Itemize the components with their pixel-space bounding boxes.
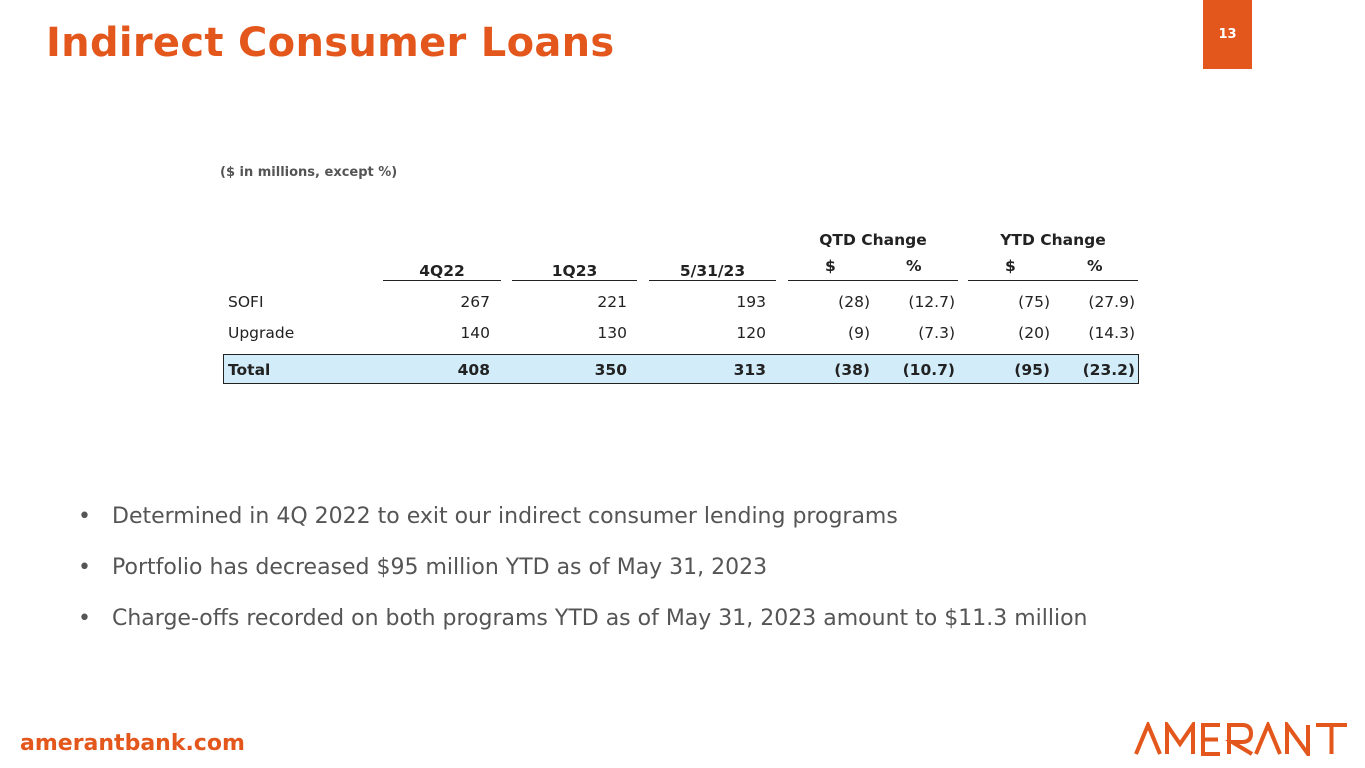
table-cell: (7.3) bbox=[918, 324, 955, 342]
table-cell: (38) bbox=[834, 361, 870, 379]
page-number-badge: 13 bbox=[1203, 0, 1252, 69]
table-cell: (9) bbox=[848, 324, 870, 342]
table-cell: (23.2) bbox=[1082, 361, 1135, 379]
table-cell: (75) bbox=[1018, 293, 1050, 311]
bullet-text: Determined in 4Q 2022 to exit our indire… bbox=[112, 504, 898, 529]
units-note: ($ in millions, except %) bbox=[220, 165, 398, 180]
bullet-list: • Determined in 4Q 2022 to exit our indir… bbox=[78, 500, 1087, 653]
header-underline bbox=[512, 280, 637, 281]
bullet-text: Charge-offs recorded on both programs YT… bbox=[112, 606, 1088, 631]
amerant-logo bbox=[1134, 722, 1347, 756]
table-cell: 267 bbox=[460, 293, 490, 311]
table-cell: (28) bbox=[838, 293, 870, 311]
col-header-4q22: 4Q22 bbox=[419, 262, 465, 280]
table-cell: 408 bbox=[457, 361, 490, 379]
ytd-change-header: YTD Change bbox=[1000, 231, 1106, 249]
table-cell: 130 bbox=[597, 324, 627, 342]
header-underline bbox=[649, 280, 776, 281]
list-item: • Charge-offs recorded on both programs Y… bbox=[78, 602, 1087, 653]
row-label: SOFI bbox=[228, 293, 264, 311]
bullet-icon: • bbox=[78, 555, 91, 580]
col-header-qtd-dollar: $ bbox=[825, 257, 836, 275]
header-underline bbox=[968, 280, 1138, 281]
footer-url: amerantbank.com bbox=[20, 731, 245, 756]
table-cell: (20) bbox=[1018, 324, 1050, 342]
table-cell: 140 bbox=[460, 324, 490, 342]
col-header-1q23: 1Q23 bbox=[551, 262, 598, 280]
row-label: Upgrade bbox=[228, 324, 295, 342]
col-header-qtd-pct: % bbox=[906, 257, 922, 275]
table-cell: 193 bbox=[736, 293, 766, 311]
total-row-highlight bbox=[223, 354, 1139, 384]
col-header-ytd-dollar: $ bbox=[1005, 257, 1016, 275]
table-cell: 120 bbox=[736, 324, 766, 342]
list-item: • Determined in 4Q 2022 to exit our indir… bbox=[78, 500, 1087, 551]
bullet-icon: • bbox=[78, 504, 91, 529]
col-header-ytd-pct: % bbox=[1087, 257, 1103, 275]
table-cell: 350 bbox=[594, 361, 627, 379]
table-cell: (12.7) bbox=[908, 293, 955, 311]
bullet-text: Portfolio has decreased $95 million YTD … bbox=[112, 555, 768, 580]
col-header-5-31-23: 5/31/23 bbox=[679, 262, 746, 280]
table-cell: (10.7) bbox=[902, 361, 955, 379]
qtd-change-header: QTD Change bbox=[819, 231, 927, 249]
slide-title: Indirect Consumer Loans bbox=[46, 20, 615, 66]
table-cell: 221 bbox=[597, 293, 627, 311]
table-cell: (14.3) bbox=[1088, 324, 1135, 342]
table-cell: (95) bbox=[1014, 361, 1050, 379]
header-underline bbox=[788, 280, 958, 281]
header-underline bbox=[383, 280, 501, 281]
table-cell: 313 bbox=[733, 361, 766, 379]
total-label: Total bbox=[228, 361, 271, 379]
bullet-icon: • bbox=[78, 606, 91, 631]
table-cell: (27.9) bbox=[1088, 293, 1135, 311]
list-item: • Portfolio has decreased $95 million YTD… bbox=[78, 551, 1087, 602]
